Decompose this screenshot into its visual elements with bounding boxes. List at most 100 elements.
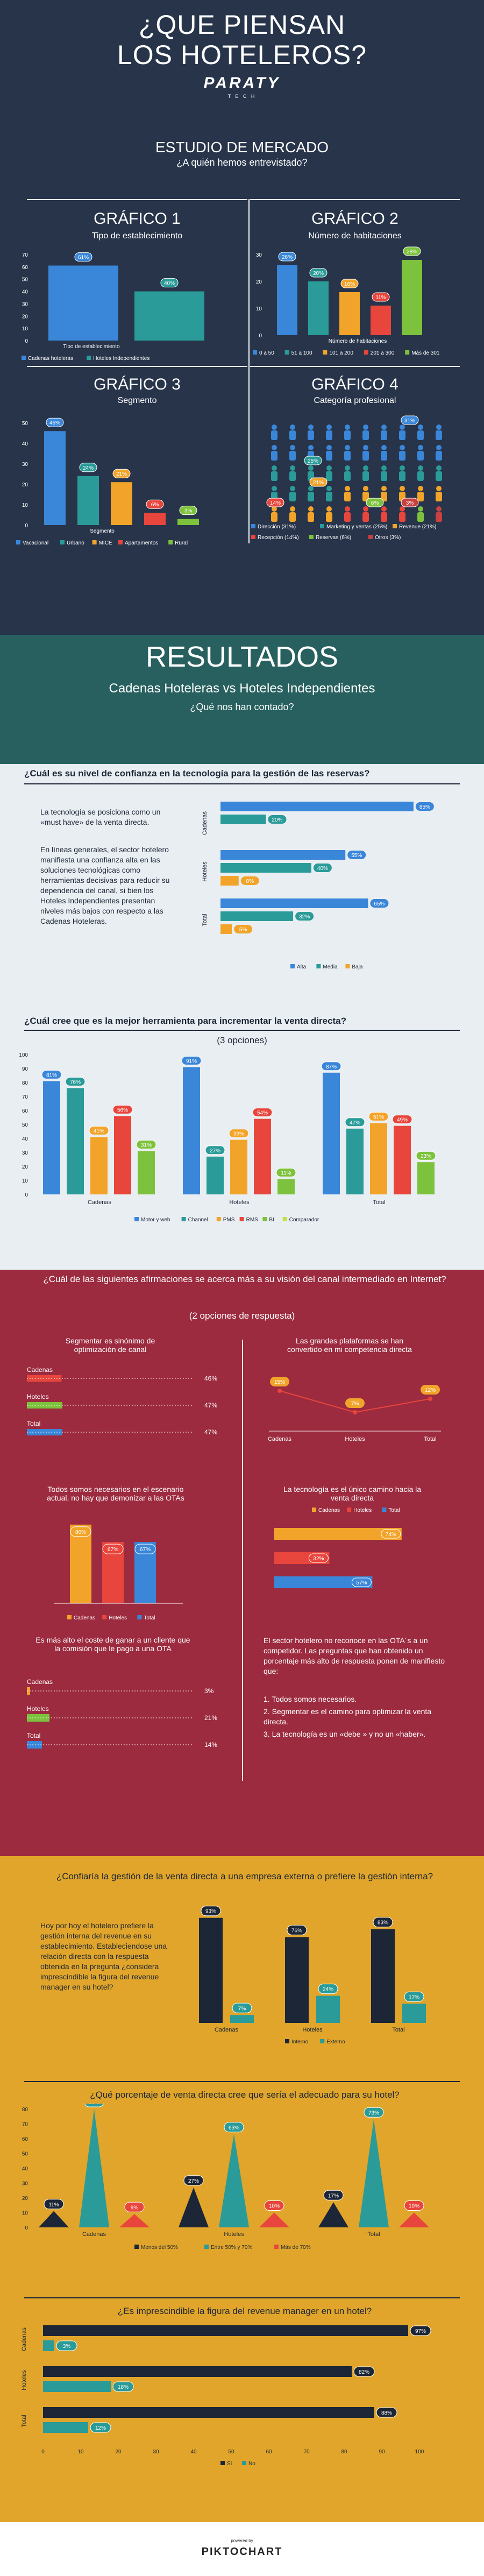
data-label-bubble	[278, 252, 296, 261]
data-label-bubble	[345, 1398, 365, 1408]
data-label-bubble	[295, 912, 314, 921]
legend-label: Channel	[188, 1217, 208, 1223]
category-label: Hoteles	[229, 1199, 250, 1206]
person-icon	[381, 430, 387, 440]
data-label-bubble	[415, 802, 434, 811]
person-icon	[417, 492, 424, 501]
data-label: 27%	[210, 1148, 220, 1154]
person-icon	[436, 471, 442, 481]
legend-label: Motor y web	[141, 1217, 170, 1223]
person-icon	[363, 486, 368, 491]
data-label: 55%	[351, 853, 362, 859]
q3-p5-title: Es más alto el coste de ganar a un clien…	[35, 1636, 190, 1653]
person-icon	[436, 445, 442, 450]
divider	[24, 1030, 460, 1031]
bar	[219, 2134, 249, 2227]
category-label: Hoteles	[27, 1705, 49, 1712]
bar	[277, 265, 297, 335]
data-label: 97%	[415, 2329, 426, 2334]
legend-label: No	[248, 2461, 255, 2467]
q5-title: ¿Qué porcentaje de venta directa cree qu…	[90, 2090, 400, 2100]
divider	[250, 366, 460, 367]
person-icon	[345, 506, 350, 512]
person-icon	[272, 424, 277, 430]
category-label: Hoteles	[224, 2231, 244, 2238]
bar	[285, 1937, 309, 2023]
bar	[43, 2381, 111, 2392]
g2-chart: 0 10 20 30 26% 20% 16% 11% 28% Número de habitaci…	[253, 246, 440, 356]
person-icon	[290, 465, 295, 471]
bar	[114, 1116, 131, 1194]
legend-swatch	[118, 540, 123, 544]
data-label-bubble	[351, 1577, 372, 1587]
data-label: 82%	[359, 2369, 369, 2375]
logo: PARATY	[203, 74, 281, 92]
bar	[220, 850, 346, 860]
data-label: 15%	[274, 1379, 285, 1385]
divider	[242, 1340, 243, 1781]
data-label: 28%	[407, 249, 417, 255]
results-section: RESULTADOS Cadenas Hoteleras vs Hoteles …	[0, 635, 484, 764]
data-label-bubble	[124, 2202, 145, 2212]
data-label: 76%	[70, 1079, 81, 1085]
y-tick-label: 10	[22, 1178, 29, 1184]
q2-subtitle: (3 opciones)	[217, 1035, 267, 1045]
legend-swatch	[220, 2461, 225, 2465]
legend-label: Interno	[291, 2039, 309, 2045]
q2-chart: 0 10 20 30 40 50 60 70 80 90 100 81% 76% 41% 56% 31% Cad…	[19, 1052, 436, 1223]
bar	[39, 2211, 69, 2227]
x-tick-label: 60	[266, 2449, 272, 2455]
bar	[77, 476, 99, 525]
category-label: Cadenas	[21, 2327, 27, 2351]
bar	[323, 1072, 340, 1194]
data-label-bubble	[56, 2340, 77, 2351]
data-label-bubble	[136, 1140, 156, 1149]
y-tick-label: 80	[22, 1080, 29, 1086]
data-label-bubble	[268, 815, 287, 824]
person-icon	[436, 492, 442, 501]
data-label-bubble	[366, 498, 384, 507]
person-icon	[271, 430, 277, 440]
person-icon	[381, 451, 387, 461]
data-label-bubble	[410, 2325, 431, 2336]
q3-p6-text: El sector hotelero no reconoce en las OT…	[264, 1636, 445, 1675]
y-tick-label: 90	[22, 1066, 29, 1072]
person-icon	[289, 512, 296, 522]
data-label: 80%	[89, 2104, 99, 2106]
legend-swatch	[92, 540, 97, 544]
data-label: 11%	[48, 2202, 59, 2208]
data-label: 40%	[317, 866, 328, 872]
y-tick-label: 20	[22, 482, 29, 488]
bar	[220, 876, 239, 886]
data-label-bubble	[112, 469, 131, 478]
results-subtitle: Cadenas Hoteleras vs Hoteles Independien…	[109, 681, 375, 696]
data-label: 54%	[257, 1110, 268, 1116]
legend-label: Alta	[297, 964, 307, 970]
y-tick-label: 10	[22, 326, 29, 332]
legend-label: 51 a 100	[291, 350, 312, 356]
footer: powered by PIKTOCHART	[0, 2522, 484, 2576]
legend-label: Menos del 50%	[141, 2245, 178, 2251]
person-icon	[363, 424, 368, 430]
q2-title: ¿Cuál cree que es la mejor herramienta p…	[24, 1016, 347, 1026]
q3-p2-title: Las grandes plataformas se han convertid…	[287, 1336, 412, 1354]
data-label-bubble	[229, 1129, 249, 1138]
x-axis-label: Tipo de establecimiento	[63, 344, 120, 350]
category-label: Hoteles	[302, 2027, 323, 2033]
person-icon	[417, 471, 424, 481]
person-icon	[326, 512, 332, 522]
data-label: 91%	[186, 1058, 197, 1064]
data-label: 6%	[371, 500, 379, 506]
data-label-bubble	[313, 864, 332, 872]
y-tick-label: 40	[22, 1136, 29, 1142]
bar	[138, 1151, 155, 1194]
footer-brand: PIKTOCHART	[201, 2546, 283, 2558]
category-label: Cadenas	[82, 2231, 106, 2238]
legend-swatch	[251, 524, 255, 528]
person-icon	[289, 492, 296, 501]
legend-label: Media	[323, 964, 338, 970]
data-label-bubble	[392, 1115, 412, 1124]
legend-swatch	[239, 1217, 244, 1221]
data-label-bubble	[79, 463, 97, 472]
person-icon	[326, 445, 332, 450]
